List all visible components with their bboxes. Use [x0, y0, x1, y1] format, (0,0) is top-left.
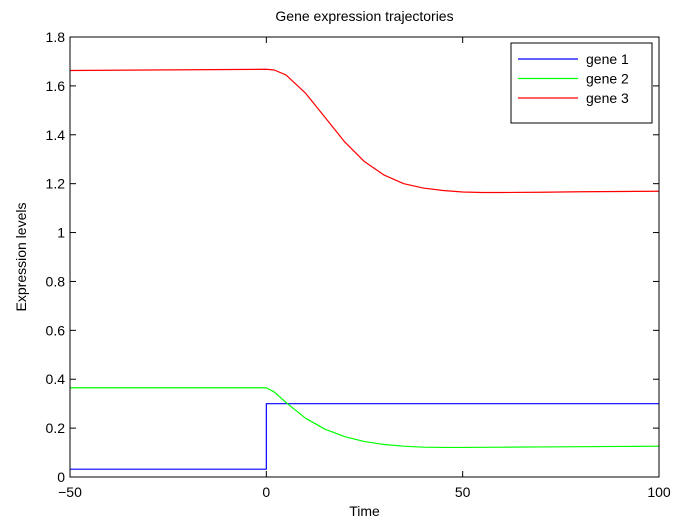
legend-label: gene 1 [586, 51, 629, 67]
y-tick-label: 1 [57, 225, 65, 241]
axes-box [69, 36, 660, 478]
series-line-gene-2 [70, 387, 660, 449]
y-axis-label: Expression levels [13, 203, 29, 312]
y-tick-label: 1.8 [46, 29, 66, 45]
y-tick-label: 0.4 [46, 371, 66, 387]
chart-title: Gene expression trajectories [275, 8, 453, 24]
legend: gene 1 gene 2 gene 3 [510, 42, 653, 124]
series-line-gene-3 [69, 68, 660, 194]
y-tick-label: 1.6 [46, 78, 66, 94]
x-tick-label: 100 [647, 484, 671, 500]
y-tick-label: 0.8 [46, 273, 66, 289]
legend-label: gene 3 [586, 90, 629, 106]
y-tick-label: 0 [57, 469, 65, 485]
y-tick-label: 1.2 [46, 176, 66, 192]
plot-area-group [69, 68, 660, 470]
y-tick-label: 0.6 [46, 322, 66, 338]
legend-label: gene 2 [586, 71, 629, 87]
x-tick-label: 0 [262, 484, 270, 500]
y-tick-label: 0.2 [46, 420, 66, 436]
x-tick-label: 50 [455, 484, 471, 500]
y-tick-label: 1.4 [46, 127, 66, 143]
x-axis-label: Time [349, 503, 380, 519]
x-tick-label: −50 [58, 484, 82, 500]
series-line-gene-1 [70, 403, 659, 470]
legend-box [510, 42, 653, 124]
